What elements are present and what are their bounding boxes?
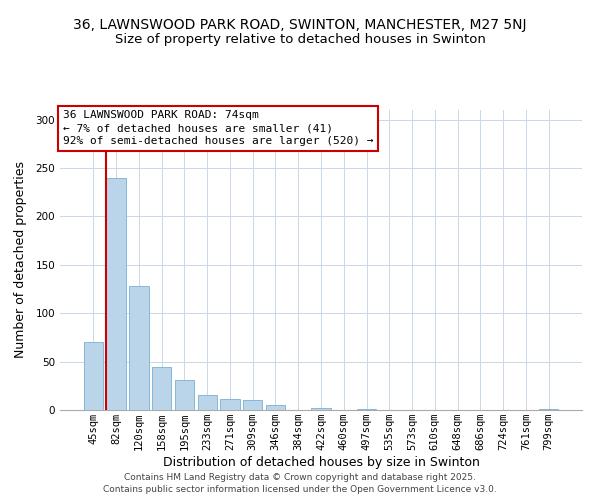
Bar (266, 405, 285, 410)
Text: 36, LAWNSWOOD PARK ROAD, SWINTON, MANCHESTER, M27 5NJ: 36, LAWNSWOOD PARK ROAD, SWINTON, MANCHE… (73, 18, 527, 32)
Text: Contains public sector information licensed under the Open Government Licence v3: Contains public sector information licen… (103, 485, 497, 494)
Text: Size of property relative to detached houses in Swinton: Size of property relative to detached ho… (115, 32, 485, 46)
Bar (106, 178, 126, 410)
Text: Contains HM Land Registry data © Crown copyright and database right 2025.: Contains HM Land Registry data © Crown c… (124, 472, 476, 482)
Bar (197, 394, 217, 410)
Y-axis label: Number of detached properties: Number of detached properties (14, 162, 27, 358)
Bar (129, 286, 149, 410)
Bar (175, 380, 194, 410)
Bar (243, 400, 262, 410)
Bar (357, 409, 376, 410)
Bar (539, 409, 558, 410)
Bar (220, 400, 239, 410)
Bar (84, 342, 103, 410)
Bar (152, 368, 172, 410)
X-axis label: Distribution of detached houses by size in Swinton: Distribution of detached houses by size … (163, 456, 479, 469)
Bar (311, 408, 331, 410)
Text: 36 LAWNSWOOD PARK ROAD: 74sqm
← 7% of detached houses are smaller (41)
92% of se: 36 LAWNSWOOD PARK ROAD: 74sqm ← 7% of de… (62, 110, 373, 146)
